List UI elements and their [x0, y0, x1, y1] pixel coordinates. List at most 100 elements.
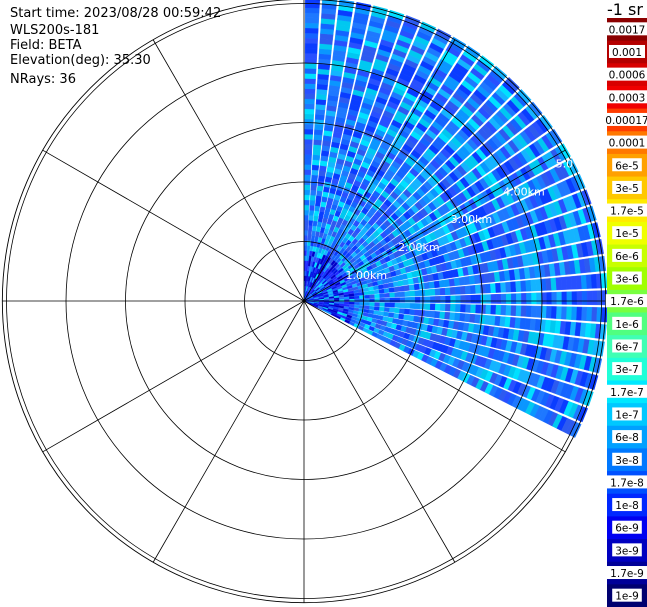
colorbar-label: 1.7e-7	[610, 387, 644, 399]
range-gate	[304, 73, 317, 79]
range-gate	[314, 119, 325, 126]
colorbar-label: 6e-9	[615, 523, 639, 535]
range-gate	[305, 0, 320, 4]
range-gate	[378, 284, 385, 290]
range-gate	[354, 295, 360, 300]
range-gate	[354, 301, 360, 306]
range-gate	[435, 296, 441, 303]
colorbar-label-bg	[612, 158, 642, 172]
range-gate	[429, 310, 436, 318]
colorbar-label-bg	[605, 475, 647, 489]
range-gate	[450, 303, 456, 312]
range-gate	[304, 133, 313, 140]
ray-13	[303, 65, 508, 302]
range-gate	[460, 295, 467, 304]
range-gate	[304, 138, 313, 145]
colorbar-label: 1e-7	[615, 409, 639, 421]
range-gate	[304, 149, 313, 155]
range-gate	[304, 209, 309, 216]
range-gate	[434, 288, 441, 296]
range-gate	[561, 291, 568, 305]
range-gate	[367, 313, 374, 319]
range-gate	[399, 297, 406, 303]
range-gate	[535, 279, 542, 292]
range-gate	[304, 118, 314, 125]
spoke-line	[42, 300, 305, 453]
range-gate	[389, 307, 395, 313]
range-gate	[348, 293, 355, 297]
range-gate	[304, 113, 315, 120]
range-gate	[305, 17, 320, 24]
range-gate	[409, 290, 416, 297]
range-gate	[495, 293, 502, 304]
range-gate	[308, 220, 314, 226]
colorbar-label-bg	[612, 271, 642, 285]
range-gate	[530, 279, 537, 292]
colorbar-label-bg	[612, 407, 642, 421]
range-gate	[369, 298, 376, 303]
range-gate	[440, 295, 446, 304]
colorbar-label-bg	[612, 248, 642, 262]
range-gate	[394, 297, 401, 303]
range-gate	[414, 290, 421, 297]
range-gate	[444, 311, 451, 320]
ray-31	[303, 300, 605, 357]
range-gate	[414, 296, 421, 303]
range-gate	[383, 288, 390, 294]
spoke-line	[303, 300, 456, 563]
range-gate	[368, 286, 375, 291]
range-gate	[510, 281, 517, 293]
range-gate	[434, 303, 441, 311]
range-gate	[384, 292, 391, 298]
range-gate	[450, 295, 456, 304]
ray-22	[303, 189, 592, 302]
range-gate	[316, 185, 324, 192]
range-gate	[304, 32, 319, 39]
range-gate	[404, 297, 411, 303]
range-gate	[459, 285, 466, 295]
range-gate	[439, 311, 446, 320]
ray-2	[303, 0, 338, 302]
range-gate	[304, 68, 317, 74]
colorbar-label-bg	[605, 22, 647, 36]
range-gate	[475, 294, 482, 304]
range-gate	[313, 210, 320, 217]
range-gate	[551, 291, 558, 305]
range-gate	[304, 169, 312, 175]
range-gate	[369, 302, 375, 307]
ray-1	[303, 0, 320, 302]
ray-25	[303, 238, 604, 302]
range-gate	[536, 292, 542, 305]
range-gate	[387, 282, 395, 288]
range-gate	[339, 301, 345, 305]
colorbar-label-bg	[612, 180, 642, 194]
range-gate	[516, 293, 522, 305]
colorbar-label: 6e-6	[615, 251, 639, 263]
range-gate	[394, 291, 401, 298]
range-gate	[434, 311, 441, 319]
colorbar-label: 0.0003	[609, 92, 646, 104]
colorbar-label: 6e-8	[615, 432, 639, 444]
range-gate	[556, 291, 563, 305]
range-gate	[304, 144, 313, 150]
range-gate	[349, 296, 355, 300]
range-gate	[313, 215, 319, 222]
colorbar-label: 0.0017	[609, 24, 646, 36]
range-gate	[307, 240, 311, 246]
ray-23	[303, 205, 597, 302]
colorbar-label: 0.0006	[609, 70, 646, 82]
range-gate	[312, 159, 320, 166]
range-gate	[586, 306, 593, 322]
range-gate	[454, 312, 461, 322]
range-gate	[304, 240, 308, 246]
range-gate	[429, 288, 436, 296]
colorbar-label: 1.7e-9	[610, 568, 644, 580]
range-gate	[469, 285, 477, 294]
range-gate	[369, 294, 375, 299]
range-gate	[510, 305, 517, 317]
range-gate	[561, 306, 568, 320]
range-gate	[309, 204, 315, 211]
range-gate	[304, 83, 316, 90]
range-gate	[304, 88, 316, 95]
range-gate	[384, 307, 390, 313]
